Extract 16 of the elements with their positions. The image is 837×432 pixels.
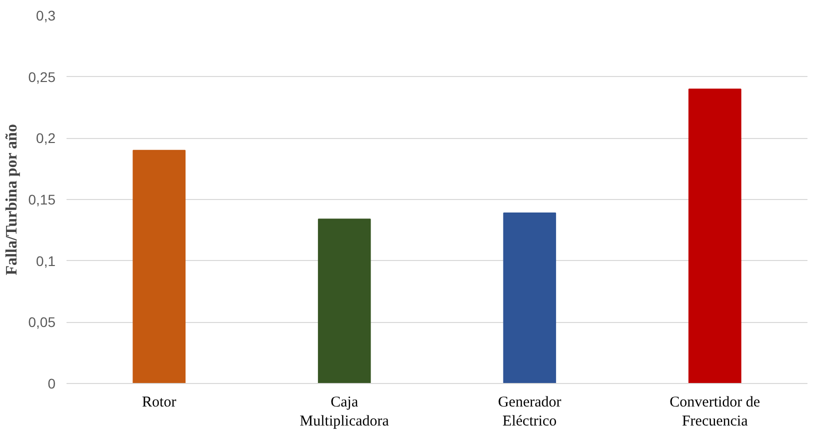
y-tick-label: 0,2 [36, 130, 56, 146]
y-axis-title: Falla/Turbina por año [3, 124, 20, 276]
x-tick-label: Convertidor de Frecuencia [670, 394, 760, 430]
y-tick-label: 0,25 [28, 68, 56, 85]
bar [503, 212, 556, 384]
y-tick-label: 0 [48, 376, 56, 392]
x-tick-label: Generador Eléctrico [498, 394, 562, 430]
y-tick-label: 0,15 [28, 192, 56, 208]
bar [132, 150, 186, 384]
bar [688, 88, 742, 384]
y-tick-label: 0,3 [36, 8, 56, 24]
x-tick-label: Rotor [142, 394, 176, 410]
y-tick-label: 0,1 [36, 252, 56, 269]
bar [318, 218, 371, 384]
y-tick-label: 0,05 [28, 314, 56, 330]
x-tick-label: Caja Multiplicadora [300, 394, 390, 430]
